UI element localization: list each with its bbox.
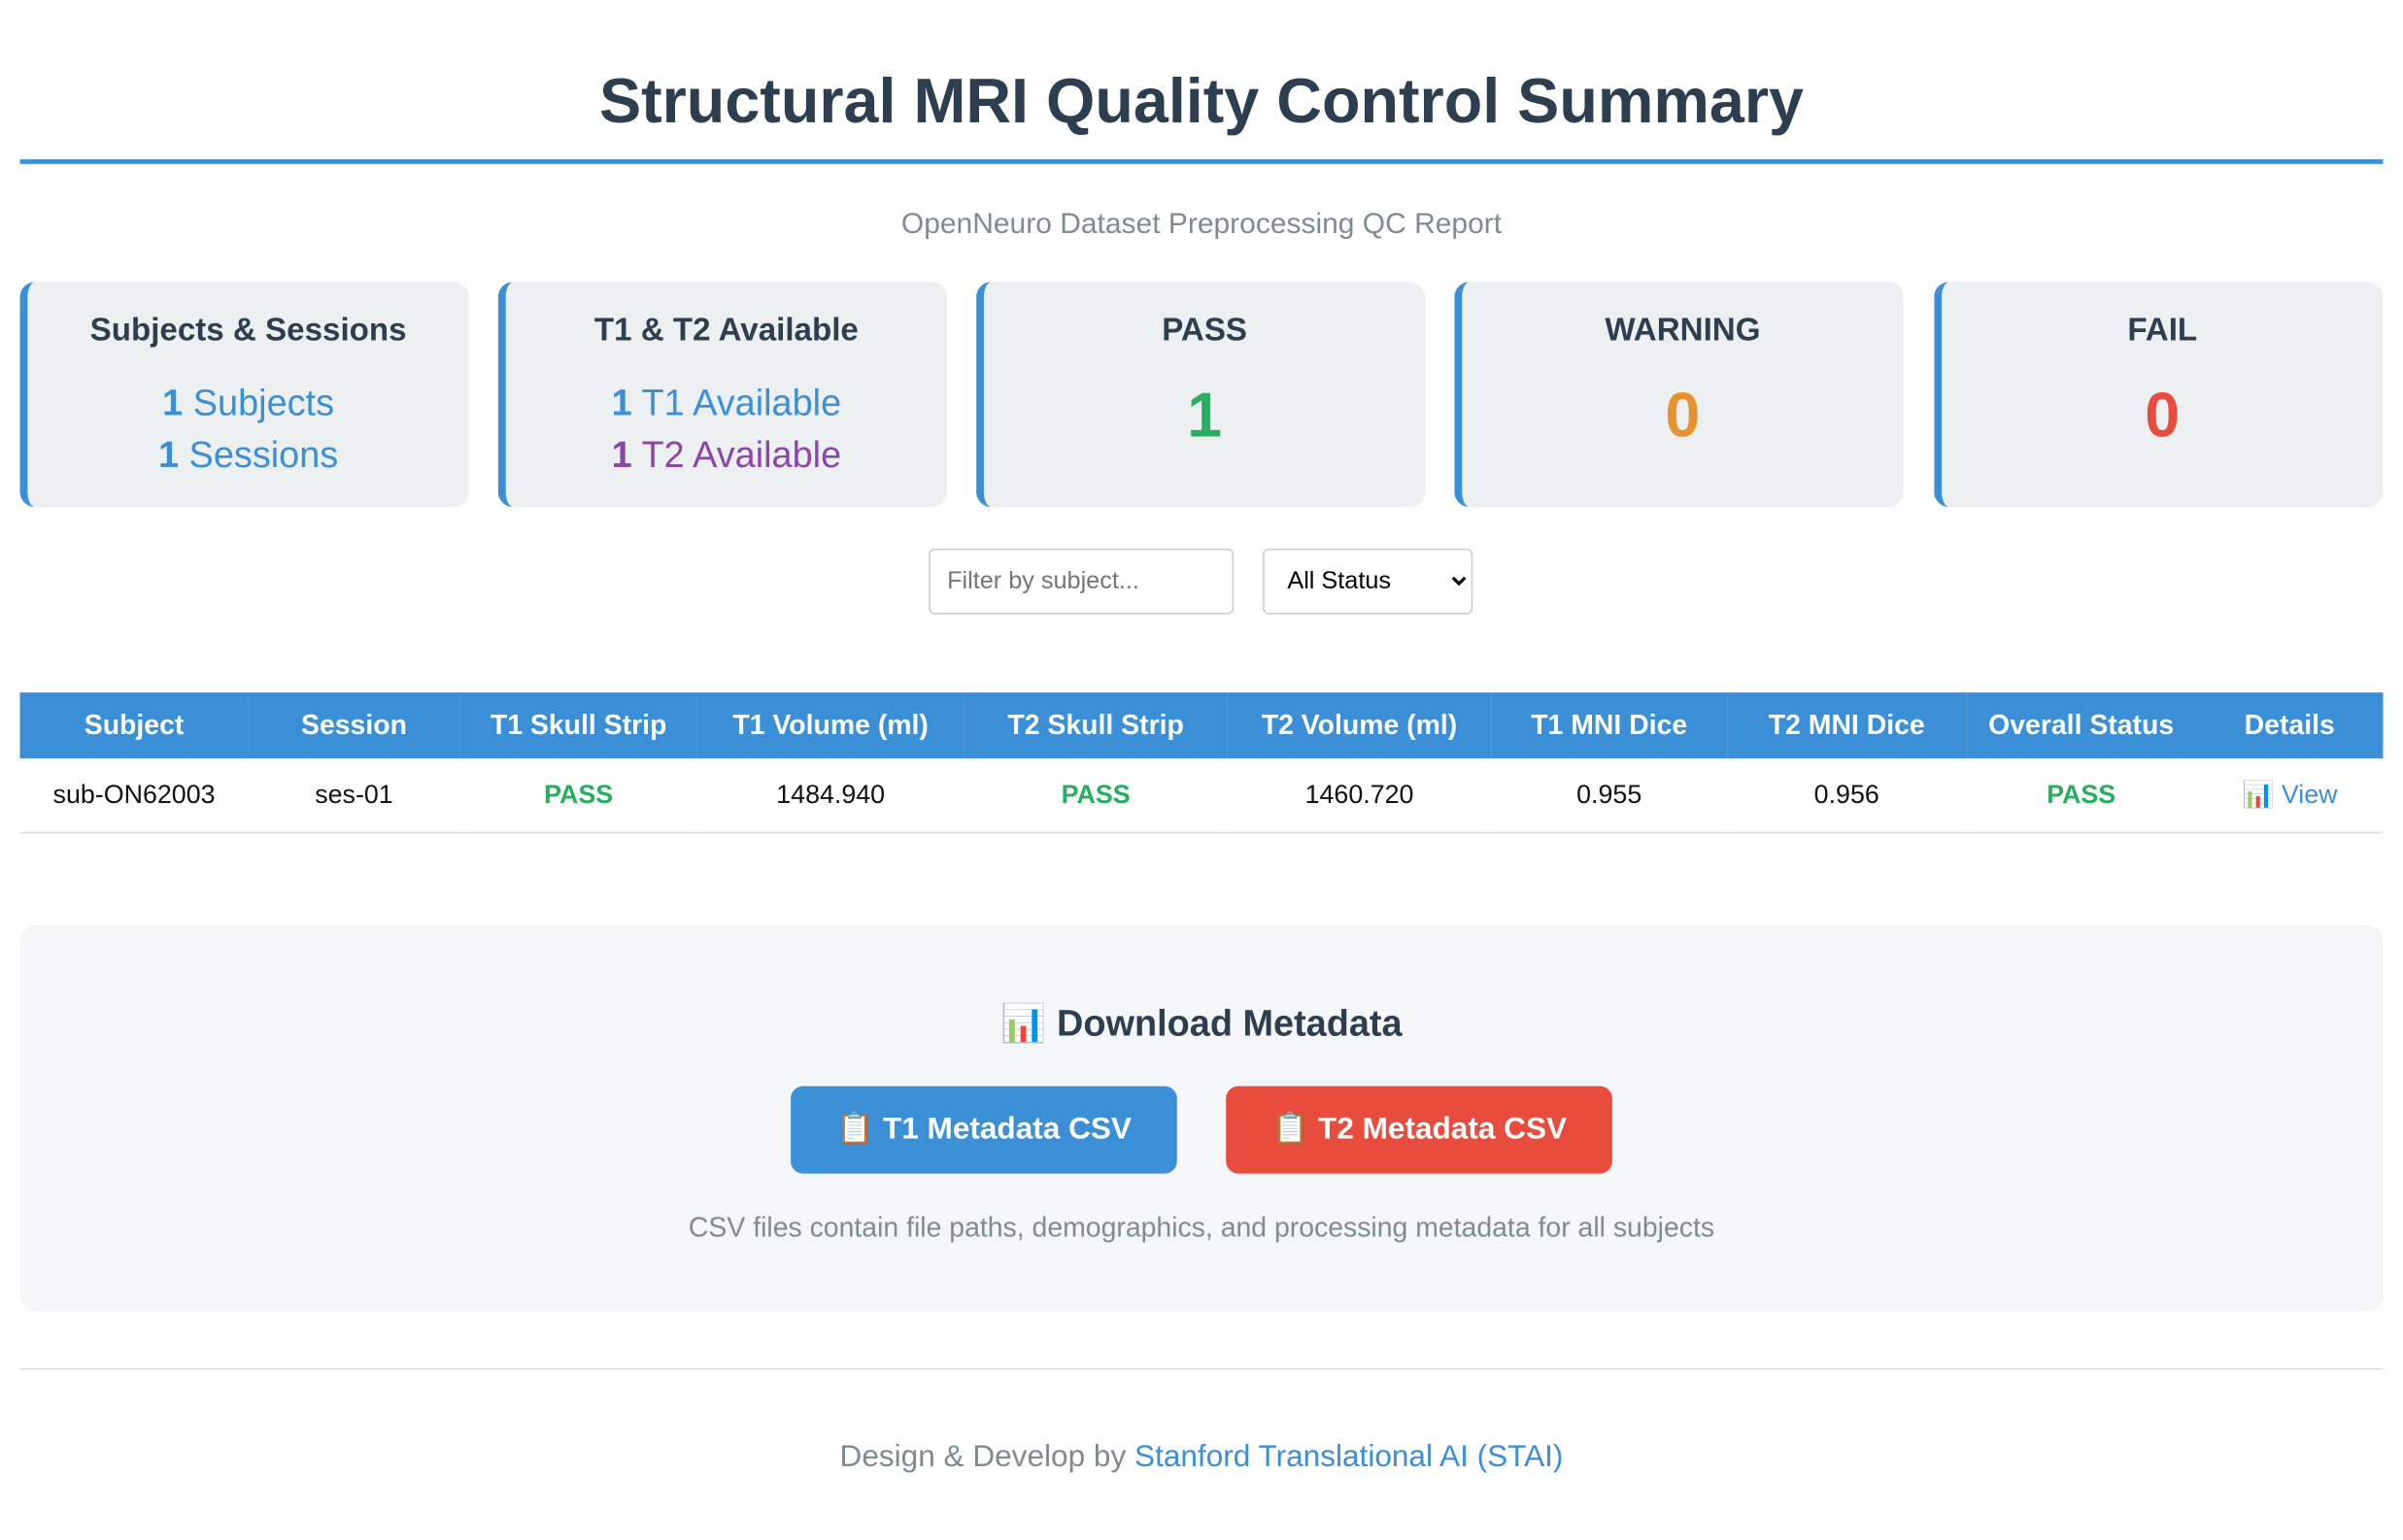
column-header: T2 MNI Dice (1727, 692, 1967, 759)
column-header: T1 Volume (ml) (696, 692, 965, 759)
filter-input[interactable] (929, 548, 1235, 615)
cell: 1460.720 (1227, 758, 1492, 834)
download-note: CSV files contain file paths, demographi… (688, 1212, 1715, 1243)
column-header: Details (2195, 692, 2384, 759)
column-header: Subject (19, 692, 249, 759)
column-header: T1 Skull Strip (459, 692, 697, 759)
count: 1 (157, 435, 180, 477)
card: FAIL 0 (1934, 282, 2384, 508)
download-panel: 📊 Download Metadata 📋 T1 Metadata CSV 📋 … (19, 924, 2384, 1312)
footer-link[interactable]: Stanford Translational AI (STAI) (1134, 1440, 1564, 1474)
column-header: Overall Status (1966, 692, 2196, 759)
table-row: sub-ON62003 ses-01 PASS 1484.940 PASS 1460.72… (19, 758, 2384, 834)
column-header: T2 Skull Strip (964, 692, 1228, 759)
column-header: T1 MNI Dice (1491, 692, 1728, 759)
column-header: T2 Volume (ml) (1227, 692, 1492, 759)
label: Subjects (192, 383, 335, 425)
details-link[interactable]: 📊 View (2195, 758, 2384, 834)
cell: ses-01 (248, 758, 460, 834)
label: T1 Available (641, 383, 842, 425)
count: 0 (2145, 380, 2181, 451)
card-title: PASS (1162, 312, 1248, 349)
footer: Design & Develop by Stanford Translation… (0, 1440, 2403, 1475)
card-title: FAIL (2127, 312, 2198, 349)
t1-csv-button[interactable]: 📋 T1 Metadata CSV (791, 1086, 1177, 1174)
count: 1 (611, 435, 632, 477)
cell: PASS (459, 758, 697, 834)
count: 1 (611, 383, 632, 425)
count: 1 (162, 383, 184, 425)
label: T2 Available (641, 435, 842, 477)
card: WARNING 0 (1454, 282, 1904, 508)
card-title: T1 & T2 Available (593, 312, 859, 349)
cell: 0.955 (1491, 758, 1728, 834)
cell: sub-ON62003 (19, 758, 249, 834)
cell: 0.956 (1727, 758, 1967, 834)
download-title: 📊 Download Metadata (1000, 1003, 1403, 1046)
header-row: Subject Session T1 Skull Strip T1 Volume (m… (19, 692, 2384, 759)
cell: PASS (1966, 758, 2196, 834)
card-title: WARNING (1605, 312, 1761, 349)
card: Subjects & Sessions 1 Subjects 1 Session… (19, 282, 469, 508)
footer-rule (19, 1367, 2384, 1370)
footer-text: Design & Develop by (839, 1440, 1127, 1474)
count: 1 (1187, 380, 1223, 451)
qc-table: Subject Session T1 Skull Strip T1 Volume (m… (19, 692, 2384, 834)
column-header: Session (248, 692, 460, 759)
subtitle: OpenNeuro Dataset Preprocessing QC Repor… (900, 208, 1503, 241)
title-rule (19, 159, 2384, 164)
count: 0 (1665, 380, 1701, 451)
card-title: Subjects & Sessions (89, 312, 407, 349)
label: Sessions (188, 435, 339, 477)
t2-csv-button[interactable]: 📋 T2 Metadata CSV (1226, 1086, 1612, 1174)
card: T1 & T2 Available 1 T1 Available 1 T2 Av… (497, 282, 948, 508)
cell: PASS (964, 758, 1228, 834)
cell: 1484.940 (696, 758, 965, 834)
title: Structural MRI Quality Control Summary (598, 65, 1805, 137)
status-select[interactable]: All Status (1263, 548, 1473, 615)
card: PASS 1 (976, 282, 1426, 508)
